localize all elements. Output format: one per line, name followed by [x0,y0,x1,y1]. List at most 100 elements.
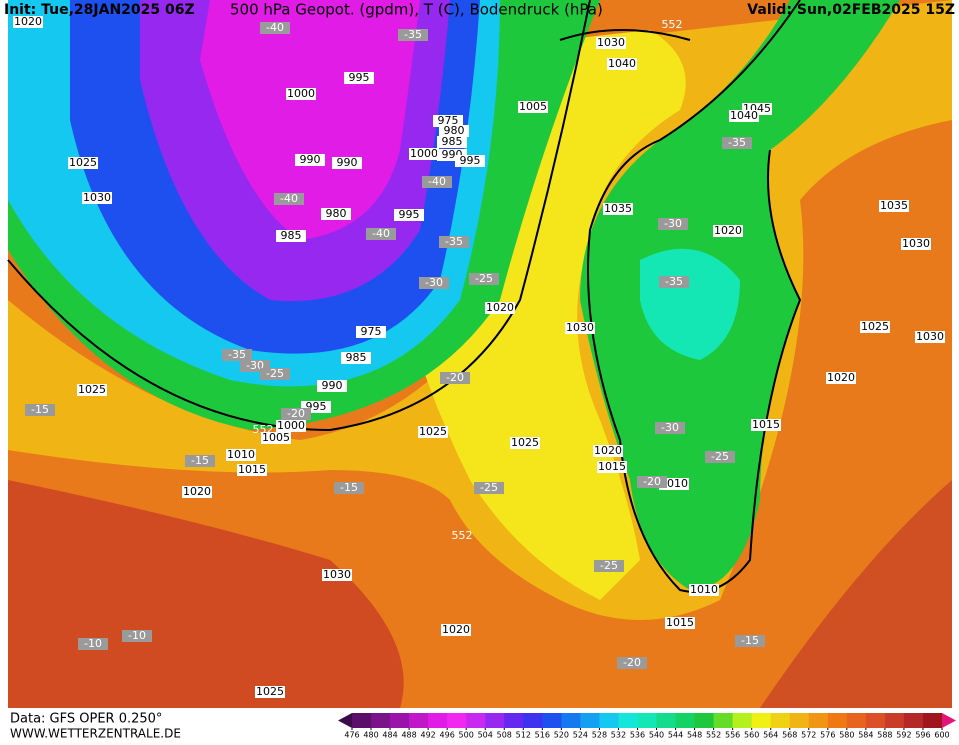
isobar-label: 1035 [604,202,632,215]
colorbar-tick-label: 576 [820,731,835,740]
colorbar-cell [428,713,448,728]
temperature-label: -25 [475,272,493,285]
colorbar-tick-label: 596 [915,731,930,740]
colorbar-tick-label: 588 [877,731,892,740]
isobar-label: 1020 [183,485,211,498]
temperature-label-box [659,276,689,288]
colorbar-cell [466,713,486,728]
temperature-label-box [366,228,396,240]
colorbar-tick-label: 504 [478,731,493,740]
isobar-label-box [603,203,633,215]
isobar-label-box [82,192,112,204]
isobar-label-box [485,302,515,314]
colorbar-cell [751,713,772,728]
temperature-label: -35 [404,28,422,41]
isobar-label: 1000 [410,147,438,160]
temperature-label: -40 [280,192,298,205]
isobar-label: 1030 [916,330,944,343]
isobar-label-box [607,58,637,70]
temperature-label-box [222,349,252,361]
temperature-label: -35 [665,275,683,288]
isobar-label: 980 [444,124,465,137]
colorbar-cell [542,713,562,728]
colorbar-tick-label: 500 [459,731,474,740]
temperature-label: -15 [31,403,49,416]
temperature-label: -25 [600,559,618,572]
temperature-label-box [185,455,215,467]
isobar-label: 990 [337,156,358,169]
isobar-label: 995 [460,154,481,167]
colorbar-tick-label: 556 [725,731,740,740]
colorbar-tick-label: 580 [839,731,854,740]
temperature-label: -35 [228,348,246,361]
colorbar-tick-label: 568 [782,731,797,740]
temperature-label-box [474,482,504,494]
isobar-label-box [433,115,463,127]
colorbar-cell [656,713,677,728]
isobar-label-box [879,200,909,212]
isobar-label: 1035 [880,199,908,212]
init-label: Init: Tue,28JAN2025 06Z [4,2,195,18]
temperature-label-box [260,22,290,34]
temperature-label-box [658,218,688,230]
colorbar-tick-label: 520 [554,731,569,740]
isobar-label-box [409,148,439,160]
isobar-label: 975 [438,114,459,127]
colorbar-tick-label: 484 [382,731,397,740]
isobar-label: 1040 [608,57,636,70]
temperature-label-box [637,476,667,488]
temperature-label: -30 [246,359,264,372]
isobar-label-box [596,37,626,49]
isobar-label-box [332,157,362,169]
isobar-label-box [68,157,98,169]
isobar-label: 1005 [519,100,547,113]
temperature-label-box [281,408,311,420]
isobar-label-box [286,88,316,100]
isobar-label: 1030 [83,191,111,204]
colorbar-cell [618,713,638,728]
temperature-label-box [722,137,752,149]
isobar-label-box [713,225,743,237]
temperature-label: -20 [623,656,641,669]
isobar-label-box [665,617,695,629]
temperature-label-box [334,482,364,494]
temperature-label-box [705,451,735,463]
colorbar-cell [599,713,619,728]
temperature-label: -15 [340,481,358,494]
isobar-label: 1010 [690,583,718,596]
colorbar-cell [713,713,734,728]
colorbar-cell [884,713,905,728]
temperature-label-box [419,277,449,289]
colorbar-arrow [942,713,956,728]
temperature-label-box [422,176,452,188]
isobar-label-box [751,419,781,431]
colorbar-cell [561,713,581,728]
isobar-label-box [901,238,931,250]
isobar-label-box [418,426,448,438]
temperature-label: -35 [445,235,463,248]
colorbar-tick-label: 560 [744,731,759,740]
isobar-label-box [439,125,469,137]
colorbar-cell [352,713,372,728]
temperature-label-box [260,368,290,380]
geopotential-label: 552 [253,423,274,436]
isobar-label: 1010 [227,448,255,461]
temperature-label: -30 [425,276,443,289]
colorbar-tick-label: 480 [363,731,378,740]
isobar-label: 1020 [442,623,470,636]
colorbar-tick-label: 528 [592,731,607,740]
temperature-label: -30 [664,217,682,230]
isobar-label-box [344,72,374,84]
isobar-label-box [518,101,548,113]
colorbar-tick-label: 512 [516,731,531,740]
colorbar-cell [922,713,943,728]
isobar-label-box [261,432,291,444]
colorbar-cell [675,713,696,728]
isobar-label-box [394,209,424,221]
isobar-label-box [455,155,485,167]
isobar-label: 1020 [827,371,855,384]
temperature-label: -40 [372,227,390,240]
map-background [7,0,952,708]
temperature-label-box [469,273,499,285]
